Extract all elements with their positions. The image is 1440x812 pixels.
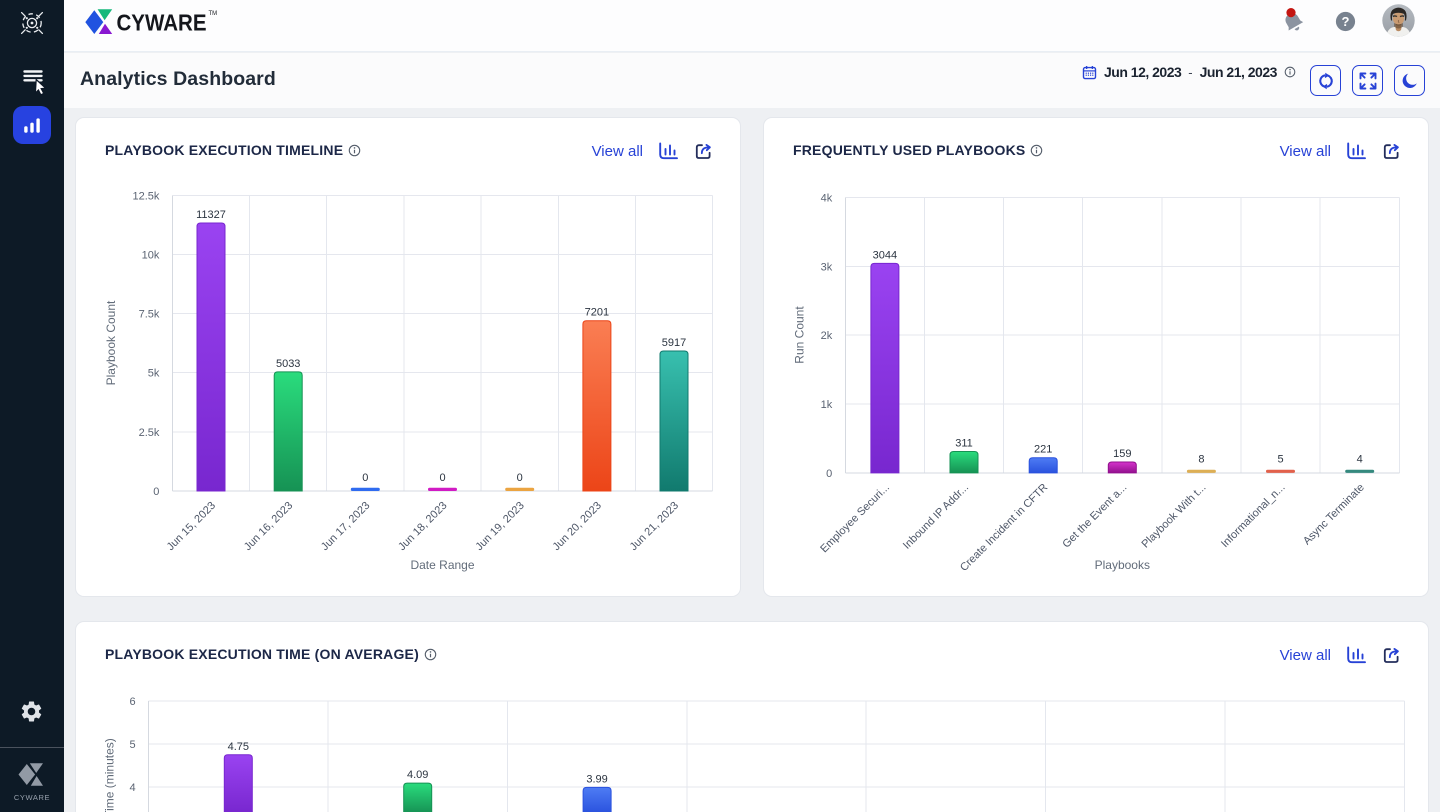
svg-text:Employee Securi...: Employee Securi... bbox=[818, 482, 892, 556]
svg-text:12.5k: 12.5k bbox=[132, 190, 159, 202]
svg-text:Jun 15, 2023: Jun 15, 2023 bbox=[165, 500, 218, 553]
svg-text:TM: TM bbox=[209, 11, 218, 17]
svg-text:Playbook Count: Playbook Count bbox=[104, 300, 118, 385]
svg-text:0: 0 bbox=[826, 468, 832, 480]
svg-text:5917: 5917 bbox=[662, 337, 686, 349]
svg-text:311: 311 bbox=[955, 438, 973, 450]
svg-text:2k: 2k bbox=[821, 330, 833, 342]
svg-text:0: 0 bbox=[517, 472, 523, 484]
svg-text:1k: 1k bbox=[821, 399, 833, 411]
svg-text:Get the Event a...: Get the Event a... bbox=[1060, 482, 1129, 551]
svg-text:7201: 7201 bbox=[585, 307, 609, 319]
svg-text:Playbook With t...: Playbook With t... bbox=[1140, 482, 1209, 551]
svg-text:Inbound IP Addr...: Inbound IP Addr... bbox=[901, 482, 971, 552]
svg-text:3k: 3k bbox=[821, 261, 833, 273]
svg-text:Time (minutes): Time (minutes) bbox=[103, 738, 117, 812]
svg-text:3044: 3044 bbox=[873, 249, 897, 261]
svg-text:Playbooks: Playbooks bbox=[1095, 558, 1150, 572]
svg-text:Jun 16, 2023: Jun 16, 2023 bbox=[242, 500, 295, 553]
svg-text:5033: 5033 bbox=[276, 358, 300, 370]
svg-text:Jun 20, 2023: Jun 20, 2023 bbox=[551, 500, 604, 553]
svg-text:Jun 19, 2023: Jun 19, 2023 bbox=[473, 500, 526, 553]
svg-text:Jun 17, 2023: Jun 17, 2023 bbox=[319, 500, 372, 553]
svg-text:4.09: 4.09 bbox=[407, 769, 428, 781]
svg-text:Run Count: Run Count bbox=[793, 306, 807, 364]
svg-text:8: 8 bbox=[1198, 454, 1204, 466]
svg-text:Jun 21, 2023: Jun 21, 2023 bbox=[628, 500, 681, 553]
svg-text:3.99: 3.99 bbox=[586, 773, 607, 785]
svg-text:10k: 10k bbox=[142, 249, 160, 261]
svg-text:4k: 4k bbox=[821, 193, 833, 205]
svg-text:0: 0 bbox=[153, 486, 159, 498]
svg-text:Async Terminate: Async Terminate bbox=[1301, 482, 1367, 548]
svg-text:CYWARE: CYWARE bbox=[117, 10, 207, 36]
svg-text:5: 5 bbox=[129, 739, 135, 751]
svg-text:5k: 5k bbox=[148, 368, 160, 380]
svg-text:Informational_n...: Informational_n... bbox=[1219, 482, 1288, 551]
svg-text:0: 0 bbox=[439, 472, 445, 484]
svg-text:6: 6 bbox=[129, 696, 135, 708]
svg-text:?: ? bbox=[1342, 14, 1350, 29]
svg-text:7.5k: 7.5k bbox=[139, 309, 160, 321]
svg-text:11327: 11327 bbox=[196, 209, 226, 221]
svg-text:0: 0 bbox=[362, 472, 368, 484]
svg-text:221: 221 bbox=[1034, 444, 1052, 456]
svg-text:4.75: 4.75 bbox=[228, 741, 249, 753]
svg-text:4: 4 bbox=[129, 782, 135, 794]
svg-text:2.5k: 2.5k bbox=[139, 427, 160, 439]
svg-text:5: 5 bbox=[1277, 454, 1283, 466]
svg-text:4: 4 bbox=[1357, 454, 1363, 466]
svg-text:159: 159 bbox=[1113, 448, 1131, 460]
svg-text:Jun 18, 2023: Jun 18, 2023 bbox=[396, 500, 449, 553]
svg-text:Date Range: Date Range bbox=[410, 558, 474, 572]
svg-text:Create Incident in CFTR: Create Incident in CFTR bbox=[958, 482, 1050, 574]
